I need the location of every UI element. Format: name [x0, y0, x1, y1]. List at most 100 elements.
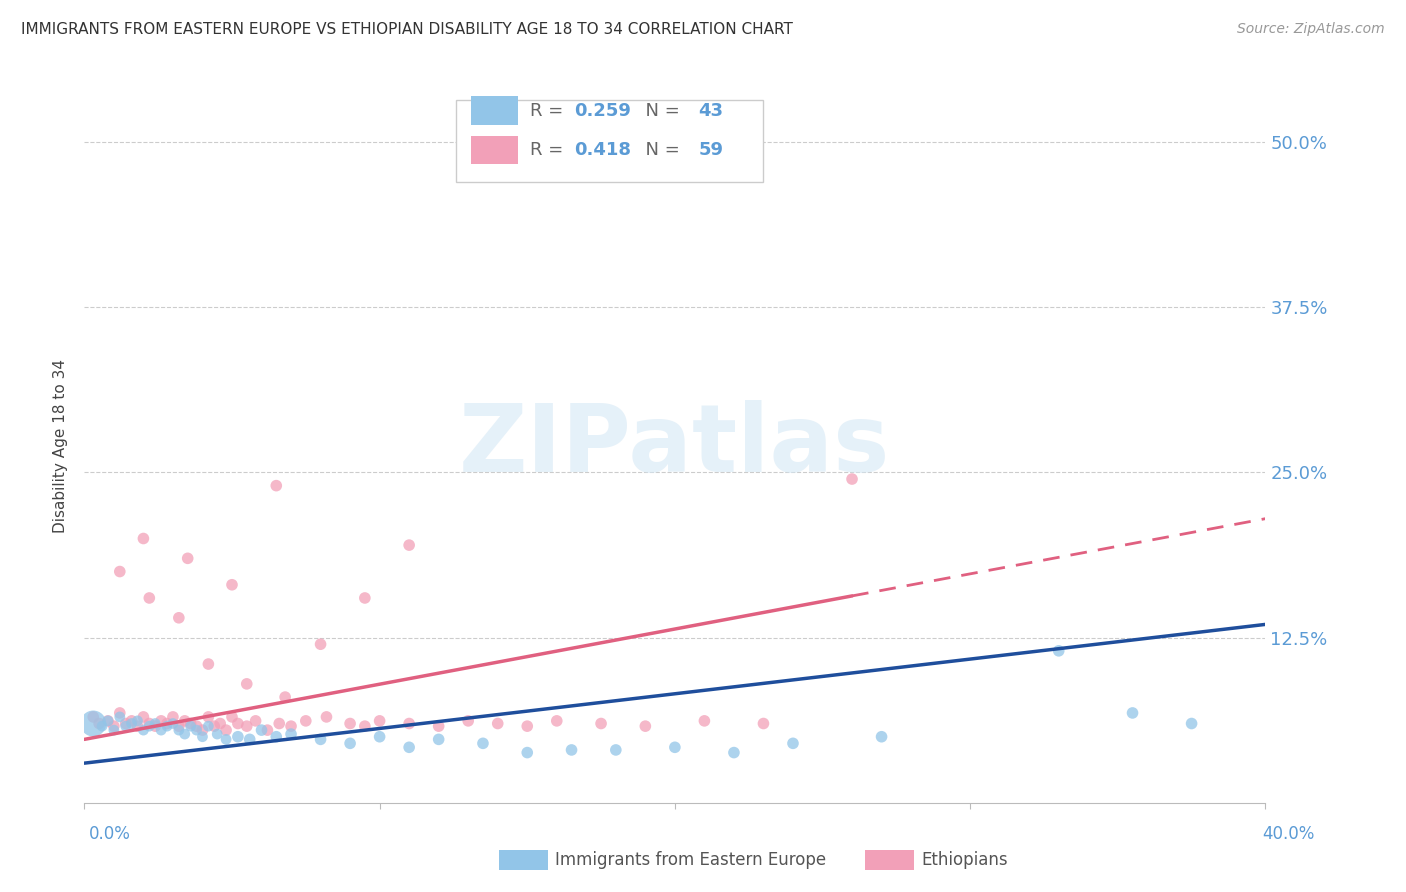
Point: [202, 719, 225, 733]
Point: [97, 714, 120, 728]
Point: [723, 746, 745, 760]
Text: Immigrants from Eastern Europe: Immigrants from Eastern Europe: [555, 851, 827, 869]
Point: [156, 716, 179, 731]
Point: [782, 736, 804, 750]
Point: [516, 719, 538, 733]
Point: [280, 719, 302, 733]
Point: [127, 714, 149, 728]
Point: [197, 657, 219, 671]
Bar: [471, 96, 517, 125]
Point: [103, 723, 125, 738]
Text: 0.418: 0.418: [575, 141, 631, 159]
Text: Ethiopians: Ethiopians: [921, 851, 1008, 869]
Point: [167, 611, 190, 625]
Point: [180, 719, 202, 733]
Point: [752, 716, 775, 731]
Point: [236, 719, 259, 733]
Point: [1181, 716, 1204, 731]
Point: [121, 716, 143, 731]
Point: [472, 736, 495, 750]
Point: [280, 727, 302, 741]
Point: [560, 743, 583, 757]
Point: [97, 714, 120, 728]
Point: [226, 730, 249, 744]
Point: [191, 730, 214, 744]
Point: [354, 591, 377, 605]
Point: [186, 723, 208, 738]
Point: [209, 716, 232, 731]
Point: [664, 740, 686, 755]
Point: [138, 719, 160, 733]
FancyBboxPatch shape: [457, 100, 763, 182]
Point: [315, 710, 337, 724]
Point: [546, 714, 568, 728]
Text: 43: 43: [699, 102, 724, 120]
Point: [486, 716, 509, 731]
Bar: [471, 136, 517, 164]
Text: N =: N =: [634, 102, 685, 120]
Point: [215, 732, 238, 747]
Point: [264, 730, 288, 744]
Text: 0.259: 0.259: [575, 102, 631, 120]
Point: [82, 710, 104, 724]
Point: [132, 723, 155, 738]
Point: [398, 740, 420, 755]
Point: [156, 719, 179, 733]
Point: [143, 719, 166, 733]
Point: [114, 716, 136, 731]
Point: [870, 730, 893, 744]
Point: [89, 716, 111, 731]
Point: [339, 736, 361, 750]
Point: [221, 710, 243, 724]
Point: [368, 714, 391, 728]
Point: [226, 716, 249, 731]
Point: [150, 714, 173, 728]
Point: [162, 710, 184, 724]
Point: [138, 591, 160, 605]
Point: [197, 710, 219, 724]
Point: [197, 719, 219, 733]
Point: [309, 637, 332, 651]
Text: R =: R =: [530, 102, 568, 120]
Text: ZIPatlas: ZIPatlas: [460, 400, 890, 492]
Point: [250, 723, 273, 738]
Point: [103, 719, 125, 733]
Point: [167, 719, 190, 733]
Point: [143, 716, 166, 731]
Point: [516, 746, 538, 760]
Point: [245, 714, 267, 728]
Y-axis label: Disability Age 18 to 34: Disability Age 18 to 34: [53, 359, 69, 533]
Point: [108, 565, 131, 579]
Point: [1122, 706, 1144, 720]
Point: [205, 727, 228, 741]
Point: [274, 690, 297, 704]
Point: [173, 727, 195, 741]
Text: N =: N =: [634, 141, 685, 159]
Point: [132, 710, 155, 724]
Point: [398, 538, 420, 552]
Point: [427, 732, 450, 747]
Point: [269, 716, 291, 731]
Point: [108, 706, 131, 720]
Point: [634, 719, 657, 733]
Text: 0.0%: 0.0%: [89, 825, 131, 843]
Point: [264, 478, 288, 492]
Point: [215, 723, 238, 738]
Point: [295, 714, 318, 728]
Point: [591, 716, 613, 731]
Point: [191, 723, 214, 738]
Text: Source: ZipAtlas.com: Source: ZipAtlas.com: [1237, 22, 1385, 37]
Point: [91, 719, 114, 733]
Text: 59: 59: [699, 141, 724, 159]
Point: [457, 714, 479, 728]
Text: R =: R =: [530, 141, 568, 159]
Point: [138, 716, 160, 731]
Point: [354, 719, 377, 733]
Point: [398, 716, 420, 731]
Point: [114, 719, 136, 733]
Point: [256, 723, 278, 738]
Point: [221, 578, 243, 592]
Point: [132, 532, 155, 546]
Point: [368, 730, 391, 744]
Point: [108, 710, 131, 724]
